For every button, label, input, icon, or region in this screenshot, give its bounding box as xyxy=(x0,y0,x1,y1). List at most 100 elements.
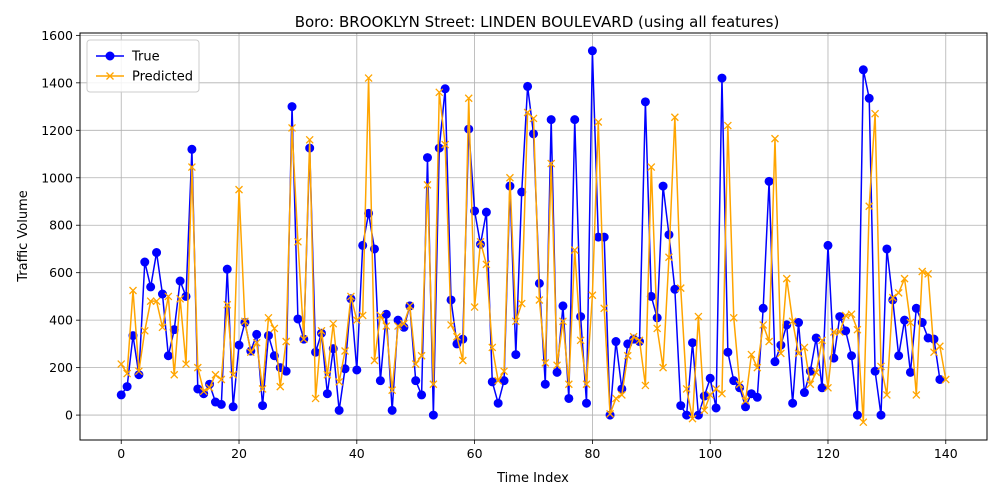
data-point-predicted xyxy=(205,383,214,392)
data-point-predicted xyxy=(282,337,291,346)
data-point-predicted xyxy=(653,324,662,333)
data-point-true xyxy=(752,392,762,402)
data-point-true xyxy=(381,309,391,319)
data-point-true xyxy=(440,84,450,94)
data-point-true xyxy=(935,374,945,384)
data-point-predicted xyxy=(582,380,591,389)
x-tick-label: 20 xyxy=(231,446,247,461)
series-layer xyxy=(116,46,950,427)
ticks: 0 20 40 60 80 100 120 1400200400600800100012001… xyxy=(41,28,958,461)
x-tick-label: 120 xyxy=(816,446,840,461)
data-point-predicted xyxy=(588,291,597,300)
data-point-true xyxy=(770,357,780,367)
data-point-predicted xyxy=(594,118,603,126)
data-point-true xyxy=(387,405,397,415)
data-point-predicted xyxy=(576,336,585,345)
data-point-predicted xyxy=(317,326,326,335)
data-point-true xyxy=(723,347,733,357)
plot-frame xyxy=(79,32,988,441)
data-point-predicted xyxy=(370,356,379,365)
data-point-predicted xyxy=(358,311,367,320)
data-point-true xyxy=(794,318,804,328)
y-tick-label: 1600 xyxy=(41,28,73,43)
legend-entry-true: True xyxy=(96,50,160,65)
data-point-true xyxy=(358,240,368,250)
legend-label-predicted: Predicted xyxy=(132,70,193,85)
data-point-predicted xyxy=(617,390,626,399)
data-point-predicted xyxy=(541,358,550,367)
data-point-predicted xyxy=(676,284,685,293)
data-point-predicted xyxy=(682,385,691,393)
data-point-predicted xyxy=(341,347,349,355)
data-point-true xyxy=(929,334,939,344)
data-point-predicted xyxy=(729,313,738,322)
data-point-true xyxy=(682,410,692,420)
data-point-true xyxy=(222,264,232,274)
chart-title: Boro: BROOKLYN Street: LINDEN BOULEVARD … xyxy=(295,13,780,31)
data-point-predicted xyxy=(164,292,173,301)
data-point-true xyxy=(911,303,921,313)
y-tick-label: 400 xyxy=(49,313,73,328)
data-point-true xyxy=(523,81,533,91)
data-point-true xyxy=(322,389,332,399)
y-tick-label: 1200 xyxy=(41,123,73,138)
data-point-true xyxy=(835,312,845,322)
data-point-predicted xyxy=(394,322,402,331)
data-point-true xyxy=(411,376,421,386)
data-point-predicted xyxy=(735,380,744,389)
data-point-true xyxy=(487,377,497,387)
data-point-true xyxy=(688,338,698,348)
data-point-predicted xyxy=(193,363,202,372)
data-point-predicted xyxy=(500,367,509,376)
data-point-predicted xyxy=(429,380,438,389)
data-point-predicted xyxy=(476,237,485,246)
data-point-predicted xyxy=(447,320,456,329)
data-point-predicted xyxy=(835,328,844,336)
data-point-true xyxy=(422,153,432,163)
y-tick-label: 0 xyxy=(65,408,73,423)
data-point-predicted xyxy=(270,324,279,333)
data-point-predicted xyxy=(753,363,762,372)
data-point-true xyxy=(823,240,833,250)
data-point-predicted xyxy=(323,370,332,379)
data-point-predicted xyxy=(912,390,921,399)
data-point-predicted xyxy=(558,317,567,326)
data-point-true xyxy=(263,331,273,341)
data-point-predicted xyxy=(299,335,308,344)
data-point-true xyxy=(393,315,403,325)
x-tick-label: 100 xyxy=(698,446,722,461)
data-point-predicted xyxy=(187,163,196,172)
y-tick-label: 200 xyxy=(49,360,73,375)
data-point-predicted xyxy=(553,361,562,370)
data-point-predicted xyxy=(841,311,850,320)
data-point-predicted xyxy=(776,349,785,358)
data-point-true xyxy=(882,244,892,254)
data-point-predicted xyxy=(441,140,450,149)
x-tick-label: 140 xyxy=(934,446,958,461)
data-point-predicted xyxy=(694,312,703,321)
data-point-true xyxy=(587,46,597,56)
data-point-predicted xyxy=(865,202,874,211)
data-point-predicted xyxy=(140,326,149,335)
data-point-true xyxy=(216,399,226,409)
data-point-predicted xyxy=(741,396,750,405)
data-point-true xyxy=(146,282,156,292)
data-point-predicted xyxy=(505,173,514,182)
data-point-true xyxy=(764,176,774,186)
data-point-true xyxy=(870,366,880,376)
data-point-true xyxy=(817,383,827,393)
data-point-predicted xyxy=(511,317,520,326)
data-point-predicted xyxy=(600,304,609,313)
data-point-predicted xyxy=(240,317,249,326)
data-point-true xyxy=(729,376,739,386)
data-point-predicted xyxy=(158,323,167,332)
data-point-true xyxy=(287,102,297,112)
data-point-true xyxy=(693,410,703,420)
data-point-predicted xyxy=(123,369,132,378)
data-point-predicted xyxy=(806,380,815,389)
data-point-true xyxy=(293,314,303,324)
data-point-predicted xyxy=(276,382,285,391)
data-point-predicted xyxy=(629,332,638,341)
data-point-predicted xyxy=(170,370,179,379)
y-tick-label: 600 xyxy=(49,265,73,280)
